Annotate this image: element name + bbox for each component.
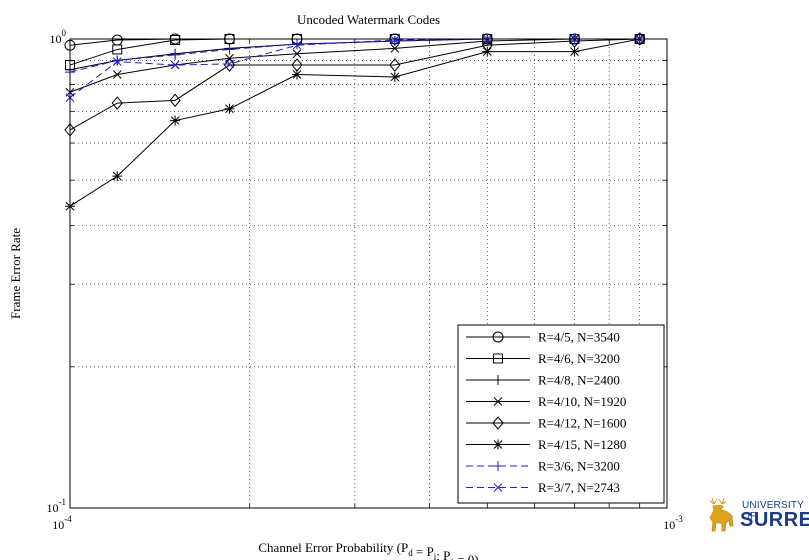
marker-asterisk — [291, 69, 302, 80]
marker-asterisk — [389, 71, 400, 82]
legend-label: R=4/10, N=1920 — [538, 394, 626, 409]
legend-label: R=4/6, N=3200 — [538, 351, 620, 366]
marker-asterisk — [224, 103, 235, 114]
marker-asterisk — [569, 46, 580, 57]
marker-plus — [224, 44, 235, 55]
marker-asterisk — [482, 46, 493, 57]
marker-x — [170, 60, 180, 70]
marker-plus — [493, 375, 503, 385]
legend-entry: R=3/6, N=3200 — [466, 459, 620, 474]
marker-x — [112, 70, 122, 79]
legend-entry: R=4/15, N=1280 — [466, 437, 626, 452]
x-tick-label: 10-4 — [52, 514, 72, 532]
y-axis-label: Frame Error Rate — [8, 228, 23, 319]
stag-icon — [709, 497, 734, 532]
marker-x — [493, 483, 503, 492]
marker-diamond — [169, 93, 181, 108]
marker-diamond — [389, 58, 401, 72]
logo-line1: UNIVERSITY OF — [742, 500, 804, 522]
marker-asterisk — [112, 171, 123, 182]
logo-line2: SURREY — [740, 509, 809, 531]
marker-diamond — [492, 416, 504, 430]
marker-square — [112, 44, 123, 55]
legend-label: R=4/8, N=2400 — [538, 373, 620, 388]
marker-diamond — [223, 58, 236, 72]
legend-label: R=4/5, N=3540 — [538, 330, 620, 345]
legend-label: R=3/6, N=3200 — [538, 459, 620, 474]
y-tick-label: 100 — [50, 28, 67, 46]
legend-box — [457, 324, 665, 504]
marker-plus — [389, 36, 400, 47]
legend-label: R=4/12, N=1600 — [538, 416, 626, 431]
legend-label: R=4/15, N=1280 — [538, 437, 626, 452]
marker-x — [390, 44, 400, 53]
marker-x — [493, 397, 503, 406]
marker-asterisk — [170, 115, 181, 126]
marker-plus — [493, 461, 503, 471]
marker-asterisk — [493, 439, 503, 450]
legend-label: R=3/7, N=2743 — [538, 480, 620, 495]
marker-diamond — [634, 32, 646, 46]
marker-square — [170, 35, 181, 46]
marker-plus — [291, 39, 302, 50]
series-line — [69, 38, 640, 131]
y-tick-label: 10-1 — [47, 497, 67, 515]
legend-entry: R=4/8, N=2400 — [466, 373, 620, 388]
x-axis-label: Channel Error Probability (Pd = Pi; Ps =… — [258, 540, 478, 560]
marker-x — [225, 59, 234, 69]
legend: R=4/5, N=3540 R=4/6, N=3200 R=4/8, N=2400 R… — [457, 324, 665, 504]
legend-entry: R=4/5, N=3540 — [466, 330, 620, 345]
marker-plus — [112, 55, 123, 66]
university-logo: UNIVERSITY OF SURREY — [704, 496, 809, 534]
marker-x — [292, 40, 302, 50]
marker-square — [493, 353, 503, 364]
x-tick-label: 10-3 — [663, 514, 683, 532]
marker-diamond — [111, 96, 123, 110]
legend-entry: R=4/10, N=1920 — [466, 394, 626, 409]
marker-x — [112, 57, 122, 66]
marker-circle — [492, 331, 504, 343]
marker-x — [292, 49, 302, 59]
legend-entry: R=3/7, N=2743 — [466, 480, 620, 495]
chart-title: Uncoded Watermark Codes — [297, 12, 440, 27]
marker-x — [390, 35, 400, 45]
marker-plus — [170, 49, 181, 60]
legend-entry: R=4/6, N=3200 — [466, 351, 620, 366]
legend-entry: R=4/12, N=1600 — [466, 416, 626, 431]
axes-box — [69, 38, 668, 509]
